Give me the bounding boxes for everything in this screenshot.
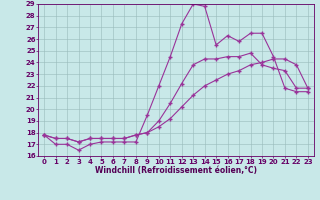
X-axis label: Windchill (Refroidissement éolien,°C): Windchill (Refroidissement éolien,°C) (95, 166, 257, 175)
